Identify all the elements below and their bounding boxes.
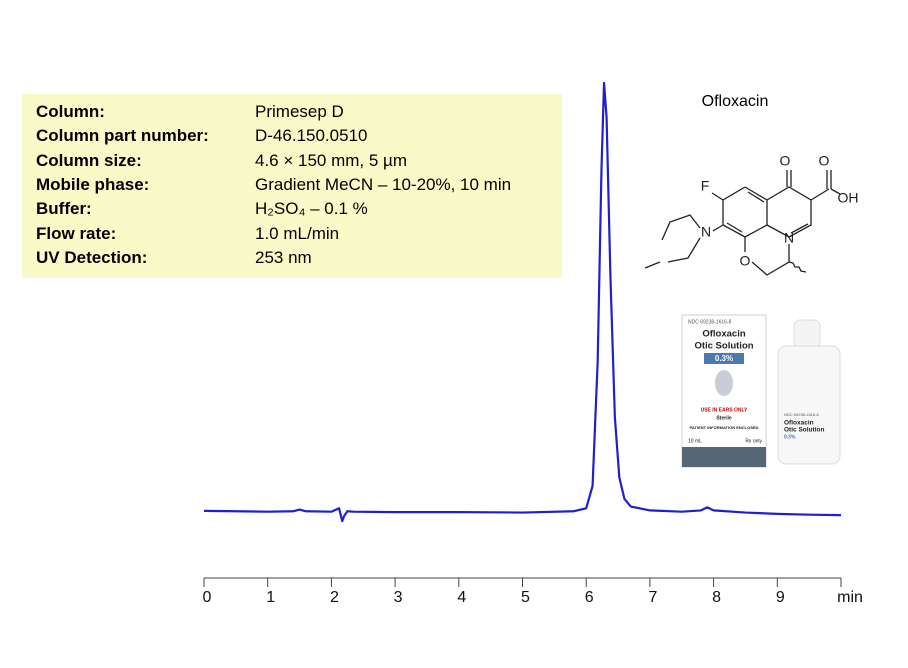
trace [203,81,842,523]
strength-badge [704,353,744,364]
product-box [681,314,767,468]
ear-icon [715,370,733,396]
atom-label: N [784,230,794,246]
product-volume: 10 mL [688,438,702,444]
product: NDC 69238-1616-8 Ofloxacin Otic Solution… [681,314,841,468]
x-tick-label: 7 [648,589,657,606]
atom-label: O [819,153,830,169]
x-tick-label: 4 [457,589,466,606]
info-value: Gradient MeCN – 10-20%, 10 min [255,174,512,194]
bottle-ndc: NDC 69238-1616-8 [784,412,819,417]
info-value: 4.6 × 150 mm, 5 µm [255,150,407,170]
x-tick-label: 1 [266,589,275,606]
atom-label: O [780,153,791,169]
info-label: Column part number: [36,126,209,146]
box-band [682,447,766,467]
compound-name: Ofloxacin [702,93,769,110]
info-value: D-46.150.0510 [255,126,368,146]
atom-label: O [740,253,751,269]
info-label: Column size: [36,150,142,170]
info-label: Flow rate: [36,223,117,243]
info-value: 253 nm [255,247,312,267]
product-sterile: Sterile [716,415,732,421]
info-label: UV Detection: [36,247,148,267]
x-tick-label: min [837,589,863,606]
x-tick-label: 8 [712,589,721,606]
product-info: PATIENT INFORMATION ENCLOSED [690,425,759,430]
info-value: 1.0 mL/min [255,223,340,243]
atom-label: F [701,178,710,194]
x-tick-label: 0 [203,589,212,606]
product-use: USE IN EARS ONLY [701,407,748,413]
info-label: Buffer: [36,199,92,219]
product-name: Ofloxacin [702,329,745,340]
x-tick-label: 9 [776,589,785,606]
x-tick-label: 6 [585,589,594,606]
bottle-cap [793,319,821,349]
bottle-strength: 0.3% [784,434,796,440]
x-tick-label: 3 [394,589,403,606]
bottle-name: Ofloxacin [784,420,814,427]
atom-label: N [701,224,711,240]
product-rx: Rx only [745,438,762,444]
info-value: Primesep D [255,102,344,121]
product-form: Otic Solution [694,341,753,352]
method-info: Column: Primesep D Column part number: D-46… [22,94,562,278]
bottle [777,345,841,465]
bottle-form: Otic Solution [784,427,824,434]
x-tick-label: 2 [330,589,339,606]
molecule [644,170,841,276]
ndc: NDC 69238-1616-8 [688,319,732,325]
info-label: Column: [36,102,105,121]
atom-label: OH [838,190,859,206]
info-value: H₂SO₄ – 0.1 % [255,199,368,219]
info-label: Mobile phase: [36,174,150,194]
product-strength: 0.3% [715,354,733,363]
x-tick-label: 5 [521,589,530,606]
